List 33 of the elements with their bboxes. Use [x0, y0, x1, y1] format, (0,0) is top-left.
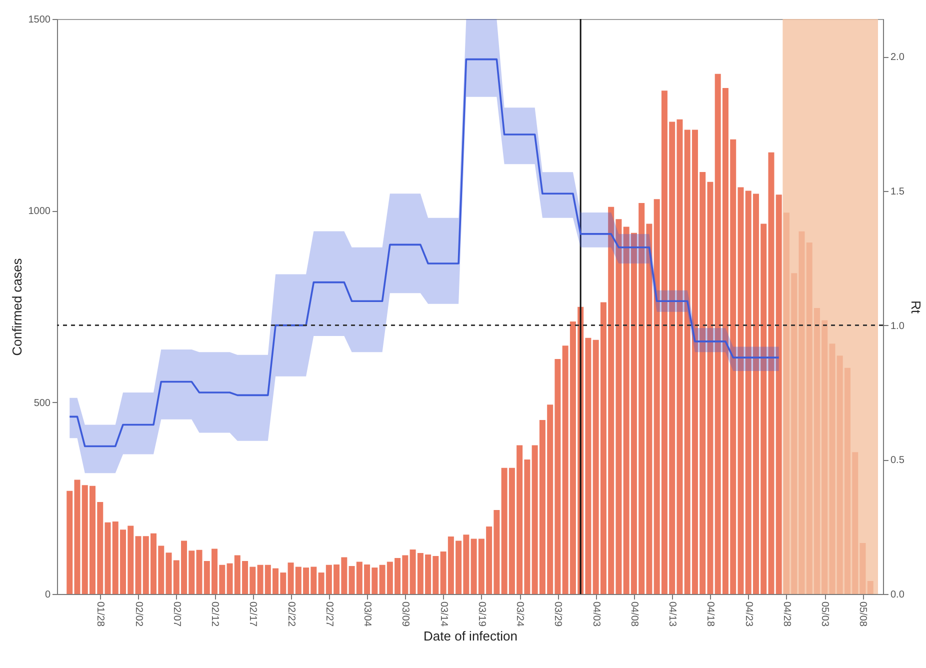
- x-tick-label: 04/03: [590, 602, 602, 627]
- x-tick-label: 05/08: [857, 602, 868, 627]
- x-tick-label: 04/18: [704, 602, 716, 627]
- x-tick-label: 04/08: [628, 602, 640, 627]
- x-tick-label: 03/14: [438, 602, 449, 627]
- y2-tick-label: 1.0: [890, 320, 905, 332]
- y2-axis-title: Rt: [908, 300, 924, 314]
- x-tick-label: 02/12: [209, 602, 220, 627]
- y-axis-title: Confirmed cases: [9, 258, 24, 356]
- x-tick-label: 04/13: [666, 602, 678, 627]
- x-tick-label: 01/28: [94, 602, 106, 627]
- x-tick-label: 03/29: [552, 602, 564, 627]
- y2-tick-label: 1.5: [890, 186, 905, 198]
- y2-tick-label: 2.0: [890, 52, 905, 64]
- y2-tick-label: 0.0: [890, 590, 905, 600]
- x-tick-label: 03/09: [400, 602, 411, 627]
- x-tick-label: 03/04: [362, 602, 373, 627]
- x-tick-label: 05/03: [819, 602, 830, 627]
- x-tick-label: 02/02: [132, 602, 144, 627]
- x-tick-label: 02/07: [170, 602, 182, 627]
- x-tick-label: 02/27: [323, 602, 334, 627]
- x-tick-label: 02/17: [247, 602, 258, 627]
- x-axis-title: Date of infection: [424, 628, 518, 644]
- x-tick-label: 03/19: [476, 602, 487, 627]
- x-tick-label: 02/22: [285, 602, 296, 627]
- x-tick-label: 04/23: [742, 602, 754, 627]
- y2-tick-label: 0.5: [890, 455, 905, 466]
- x-tick-label: 03/24: [514, 602, 526, 627]
- y-tick-label: 1000: [28, 206, 51, 218]
- y-tick-label: 500: [34, 398, 51, 409]
- y-tick-label: 0: [44, 590, 51, 600]
- y-tick-label: 1500: [28, 14, 51, 26]
- x-tick-label: 04/28: [780, 602, 792, 627]
